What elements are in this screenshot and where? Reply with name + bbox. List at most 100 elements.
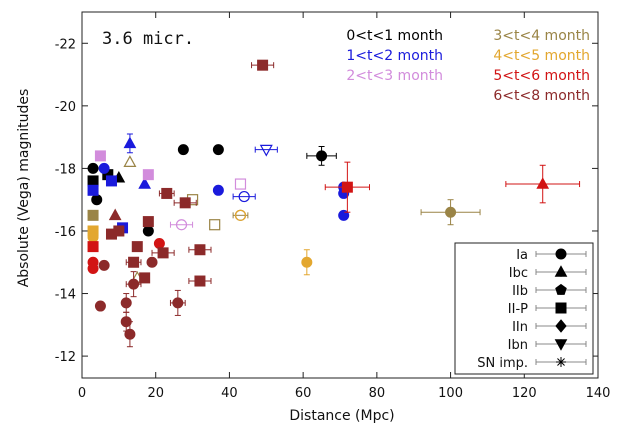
type-legend-label: Ibc: [509, 266, 528, 281]
data-point-group: [108, 208, 122, 221]
data-point-group: [105, 175, 117, 187]
type-legend-label: SN imp.: [477, 356, 528, 371]
data-point: [98, 259, 110, 271]
data-point-group: [142, 225, 154, 237]
data-point: [87, 175, 99, 187]
data-point-group: [188, 275, 212, 287]
type-legend-marker: [554, 339, 568, 351]
data-point: [316, 150, 328, 162]
time-legend: 0<t<1 month 1<t<2 month 2<t<3 month 3<t<4 m…: [346, 28, 590, 104]
data-point: [94, 150, 106, 162]
data-point-group: [234, 209, 247, 221]
data-point-group: [306, 146, 337, 166]
data-point: [146, 256, 158, 268]
data-point: [128, 278, 140, 290]
y-axis-label: Absolute (Vega) magnitudes: [16, 89, 32, 288]
x-tick-label: 40: [221, 386, 238, 401]
data-point-group: [123, 133, 137, 154]
data-point-group: [209, 219, 221, 231]
data-point-group: [113, 225, 125, 237]
type-legend-label: Ibn: [508, 338, 528, 353]
panel-label: 3.6 micr.: [102, 29, 194, 49]
data-point: [105, 175, 117, 187]
data-point: [194, 275, 206, 287]
type-legend-label: II-P: [508, 302, 528, 317]
x-tick-label: 60: [295, 386, 312, 401]
data-point-group: [87, 162, 99, 174]
data-point: [157, 247, 169, 259]
data-point-group: [173, 197, 197, 209]
x-axis-label: Distance (Mpc): [289, 408, 394, 424]
data-point: [142, 225, 154, 237]
type-legend-label: Ia: [516, 248, 528, 263]
y-tick-label: -14: [55, 288, 76, 303]
data-point: [338, 209, 350, 221]
data-point: [259, 144, 273, 157]
type-legend-marker: [554, 265, 568, 277]
data-point-group: [177, 144, 189, 156]
data-point: [212, 144, 224, 156]
data-point: [123, 136, 137, 149]
data-point: [161, 187, 173, 199]
data-point: [108, 208, 122, 221]
data-point-group: [234, 178, 247, 190]
data-point-group: [94, 150, 106, 162]
data-point-group: [123, 155, 137, 168]
data-point-group: [87, 241, 99, 253]
data-point-group: [94, 300, 106, 312]
type-legend-marker: [555, 302, 567, 314]
data-point-group: [301, 249, 313, 276]
data-point-group: [142, 216, 154, 228]
data-point: [209, 219, 221, 231]
data-point: [120, 297, 132, 309]
y-tick-label: -12: [55, 350, 76, 365]
data-point: [212, 184, 224, 196]
data-point-group: [505, 164, 581, 204]
data-point-group: [251, 59, 275, 71]
y-tick-label: -16: [55, 225, 76, 240]
type-legend-label: IIb: [512, 284, 528, 299]
data-point-group: [212, 184, 224, 196]
data-point: [94, 300, 106, 312]
data-point-group: [232, 190, 256, 203]
data-point-group: [212, 144, 224, 156]
data-point: [87, 241, 99, 253]
y-tick-label: -22: [55, 37, 76, 52]
x-tick-label: 0: [78, 386, 86, 401]
plot-area: [81, 11, 599, 379]
data-point: [87, 209, 99, 221]
data-point: [179, 197, 191, 209]
data-point: [128, 256, 140, 268]
plot-frame: [81, 11, 599, 379]
data-point-group: [151, 247, 175, 259]
data-point: [238, 190, 250, 203]
x-tick-label: 80: [369, 386, 386, 401]
type-legend: Ia Ibc IIb II-P IIn Ibn SN imp.: [454, 242, 594, 375]
data-point-group: [120, 293, 132, 313]
data-point-group: [131, 241, 143, 253]
data-points: [87, 59, 581, 348]
data-point: [91, 194, 103, 206]
data-point-group: [87, 175, 99, 187]
y-tick-label: -20: [55, 100, 76, 115]
data-point-group: [420, 199, 481, 226]
data-point: [87, 184, 99, 196]
data-point-group: [138, 177, 152, 189]
data-point-group: [87, 184, 99, 196]
data-point-group: [98, 259, 110, 271]
data-point: [172, 297, 184, 309]
data-point: [194, 244, 206, 256]
type-legend-marker: [555, 248, 567, 260]
time-legend-entry: 4<t<5 month: [493, 48, 590, 64]
data-point: [113, 225, 125, 237]
data-point: [177, 144, 189, 156]
data-point: [138, 177, 152, 189]
y-tick-label: -18: [55, 162, 76, 177]
x-tick-label: 100: [438, 386, 463, 401]
data-point-group: [139, 272, 151, 284]
data-point: [87, 231, 99, 243]
data-point-group: [338, 209, 350, 221]
data-point-group: [146, 256, 158, 268]
x-tick-label: 120: [512, 386, 537, 401]
